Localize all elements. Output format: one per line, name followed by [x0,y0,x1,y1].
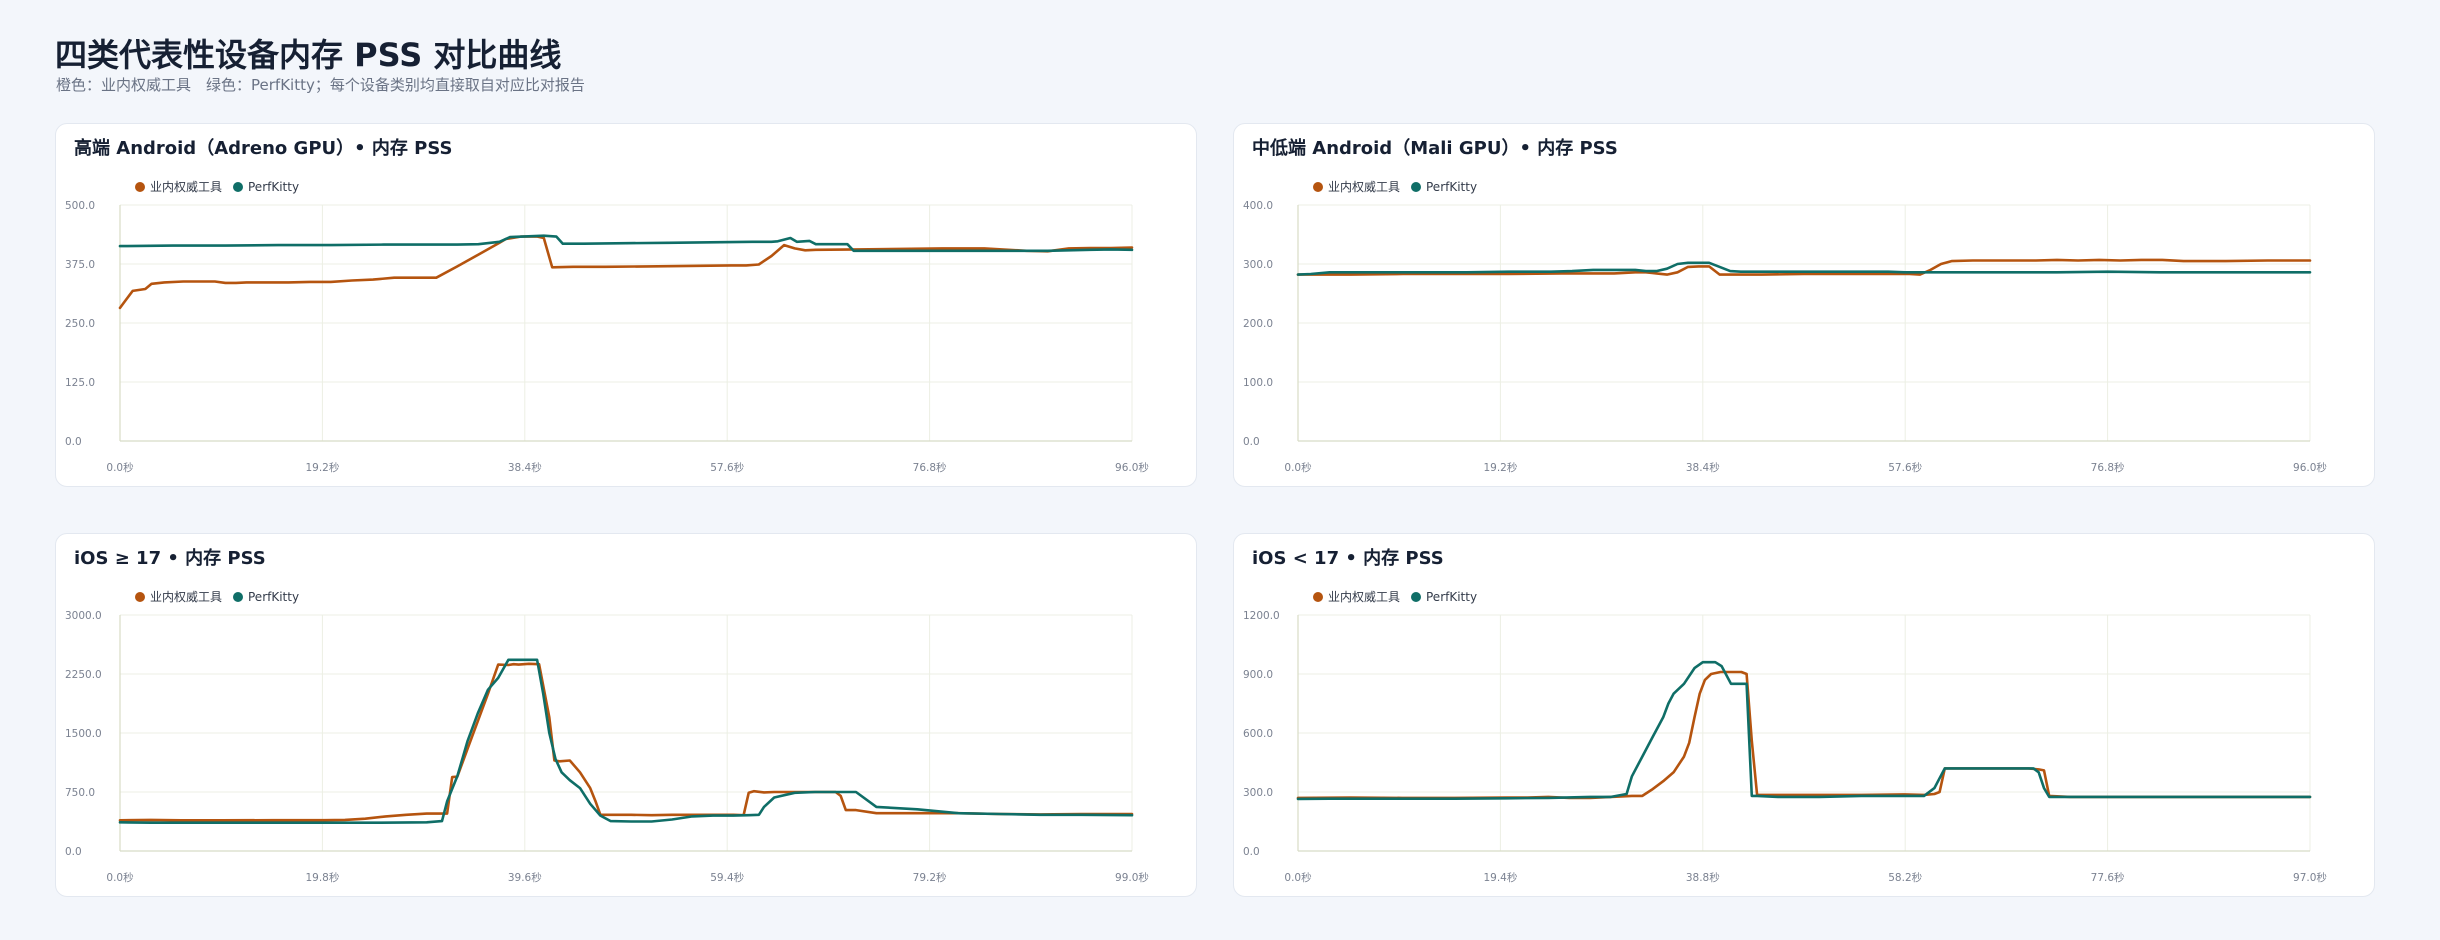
y-tick-label: 750.0 [65,787,95,799]
series-line-perfkitty [118,234,1134,253]
page-subtitle: 橙色：业内权威工具 绿色：PerfKitty；每个设备类别均直接取自对应比对报告 [56,76,585,94]
y-tick-label: 250.0 [65,318,95,330]
y-tick-label: 375.0 [65,259,95,271]
x-tick-label: 19.4秒 [1483,871,1517,884]
grid [1297,204,2311,442]
x-tick-label: 97.0秒 [2293,871,2327,884]
legend: 业内权威工具 PerfKitty [1313,590,1477,604]
y-tick-label: 3000.0 [65,610,102,622]
y-tick-label: 300.0 [1243,787,1273,799]
y-tick-label: 600.0 [1243,728,1273,740]
legend: 业内权威工具 PerfKitty [135,590,299,604]
legend-label-perfkitty: PerfKitty [248,590,299,604]
series-line-perfkitty [118,658,1134,825]
x-tick-label: 0.0秒 [1284,461,1312,474]
y-tick-label: 200.0 [1243,318,1273,330]
legend: 业内权威工具 PerfKitty [135,180,299,194]
legend-label-industry: 业内权威工具 [1328,180,1400,194]
x-tick-label: 38.4秒 [1686,461,1720,474]
legend-marker-industry [135,592,145,602]
x-tick-label: 58.2秒 [1888,871,1922,884]
legend-marker-industry [1313,592,1323,602]
chart-card-low-end-android: 中低端 Android（Mali GPU）• 内存 PSS 业内权威工具 Perf… [1233,123,2375,487]
legend-marker-perfkitty [1411,182,1421,192]
legend-marker-perfkitty [233,592,243,602]
y-tick-label: 300.0 [1243,259,1273,271]
chart-title: 高端 Android（Adreno GPU）• 内存 PSS [74,138,453,159]
x-tick-label: 77.6秒 [2091,871,2125,884]
series-line-perfkitty [1296,660,2312,801]
y-tick-label: 100.0 [1243,377,1273,389]
series-line-industry [1296,258,2312,276]
y-tick-label: 2250.0 [65,669,102,681]
series-line-industry [118,235,1134,310]
x-tick-label: 19.2秒 [1483,461,1517,474]
x-tick-label: 38.8秒 [1686,871,1720,884]
y-tick-label: 900.0 [1243,669,1273,681]
x-tick-label: 96.0秒 [2293,461,2327,474]
series-line-perfkitty [1296,261,2312,276]
x-tick-label: 0.0秒 [1284,871,1312,884]
y-tick-label: 125.0 [65,377,95,389]
chart-card-ios-17-plus: iOS ≥ 17 • 内存 PSS 业内权威工具 PerfKitty 0.0 750.… [55,533,1197,897]
chart-card-ios-below-17: iOS < 17 • 内存 PSS 业内权威工具 PerfKitty 0.0 300.… [1233,533,2375,897]
y-tick-label: 0.0 [65,436,82,448]
chart-title: 中低端 Android（Mali GPU）• 内存 PSS [1252,138,1618,159]
y-tick-label: 0.0 [1243,436,1260,448]
x-tick-label: 76.8秒 [913,461,947,474]
legend-marker-perfkitty [233,182,243,192]
legend-label-industry: 业内权威工具 [150,180,222,194]
legend-label-perfkitty: PerfKitty [1426,180,1477,194]
x-tick-label: 0.0秒 [106,461,134,474]
y-tick-label: 400.0 [1243,200,1273,212]
legend-marker-industry [1313,182,1323,192]
legend-marker-perfkitty [1411,592,1421,602]
chart-svg: 业内权威工具 PerfKitty 0.0 300.0 600.0 900.0 1200.0 0… [1243,590,2327,884]
legend: 业内权威工具 PerfKitty [1313,180,1477,194]
legend-label-perfkitty: PerfKitty [248,180,299,194]
x-tick-label: 79.2秒 [913,871,947,884]
y-tick-label: 0.0 [1243,846,1260,858]
x-tick-label: 39.6秒 [508,871,542,884]
grid [119,204,1133,442]
series-line-industry [118,662,1134,822]
legend-label-industry: 业内权威工具 [150,590,222,604]
y-tick-label: 1200.0 [1243,610,1280,622]
chart-svg: 业内权威工具 PerfKitty 0.0 750.0 1500.0 2250.0 3000.… [65,590,1149,884]
y-tick-label: 500.0 [65,200,95,212]
page-title: 四类代表性设备内存 PSS 对比曲线 [55,36,562,74]
x-tick-label: 38.4秒 [508,461,542,474]
chart-card-high-end-android: 高端 Android（Adreno GPU）• 内存 PSS 业内权威工具 Per… [55,123,1197,487]
grid [1297,614,2311,852]
legend-label-perfkitty: PerfKitty [1426,590,1477,604]
y-tick-label: 1500.0 [65,728,102,740]
chart-title: iOS < 17 • 内存 PSS [1252,548,1444,569]
x-tick-label: 76.8秒 [2091,461,2125,474]
x-tick-label: 96.0秒 [1115,461,1149,474]
chart-title: iOS ≥ 17 • 内存 PSS [74,548,266,569]
chart-svg: 业内权威工具 PerfKitty 0.0 125.0 250.0 375.0 500.0 0.… [65,180,1149,474]
chart-svg: 业内权威工具 PerfKitty 0.0 100.0 200.0 300.0 400.0 0.… [1243,180,2327,474]
x-tick-label: 19.2秒 [305,461,339,474]
legend-label-industry: 业内权威工具 [1328,590,1400,604]
x-tick-label: 19.8秒 [305,871,339,884]
legend-marker-industry [135,182,145,192]
x-tick-label: 57.6秒 [710,461,744,474]
x-tick-label: 99.0秒 [1115,871,1149,884]
series-line-industry [1296,670,2312,800]
x-tick-label: 57.6秒 [1888,461,1922,474]
x-tick-label: 59.4秒 [710,871,744,884]
y-tick-label: 0.0 [65,846,82,858]
x-tick-label: 0.0秒 [106,871,134,884]
